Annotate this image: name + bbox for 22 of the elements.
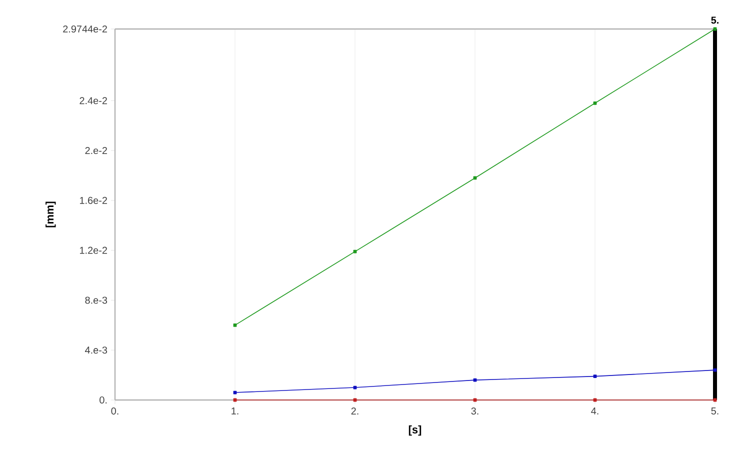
point [233,323,237,327]
y-tick-label: 2.e-2 [85,147,107,154]
y-tick-label: 1.2e-2 [80,246,107,254]
y-tick-label: 2.9744e-2 [63,25,107,33]
point [593,101,597,105]
y-tick-label: 0. [100,396,107,404]
x-tick-label: 0. [111,408,118,415]
x-axis-title: [s] [408,425,422,436]
y-tick-label: 2.4e-2 [80,97,107,104]
y-axis-title: [mm] [46,202,56,228]
x-tick-label: 2. [351,408,358,414]
x-tick-label: 3. [471,408,478,415]
x-tick-label: 4. [591,408,598,414]
ref-line-label: 5. [711,16,718,24]
x-tick-label: 1. [232,408,238,414]
y-tick-label: 4.e-3 [85,346,108,354]
x-tick-label: 5. [711,408,718,414]
point [353,250,357,254]
y-tick-label: 1.6e-2 [80,196,107,204]
y-tick-label: 8.e-3 [85,296,108,304]
point [713,368,717,372]
point [593,374,597,378]
